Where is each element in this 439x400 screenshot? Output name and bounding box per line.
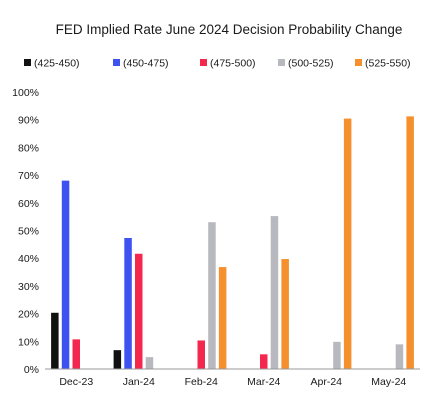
legend-swatch	[200, 59, 207, 66]
bar	[281, 259, 289, 369]
bar	[343, 118, 352, 369]
bar	[72, 339, 80, 369]
legend-label: (525-550)	[365, 58, 411, 70]
bar	[395, 344, 404, 369]
bar	[135, 253, 143, 369]
x-axis: Dec-23 Jan-24 Feb-24 Mar-24 Apr-24 May-24	[45, 368, 420, 388]
y-tick-label: 80%	[18, 142, 39, 154]
x-tick-label: Jan-24	[123, 376, 155, 388]
bar	[406, 116, 414, 369]
bar	[124, 237, 132, 369]
bar	[51, 312, 59, 369]
bar	[260, 354, 268, 369]
y-tick-label: 10%	[18, 336, 39, 348]
plot-area	[51, 116, 414, 369]
chart-title: FED Implied Rate June 2024 Decision Prob…	[56, 22, 403, 37]
x-tick-label: May-24	[371, 376, 406, 388]
bar	[113, 350, 122, 369]
legend-swatch	[278, 59, 285, 66]
bar	[208, 222, 216, 369]
bar	[270, 216, 279, 369]
y-tick-label: 30%	[18, 281, 39, 293]
y-axis: 0% 10% 20% 30% 40% 50% 60% 70% 80% 90% 100%	[12, 87, 39, 376]
bar	[218, 267, 227, 369]
x-tick-label: Apr-24	[310, 376, 342, 388]
bar	[145, 357, 154, 369]
y-tick-label: 100%	[12, 87, 39, 99]
y-tick-label: 40%	[18, 253, 39, 265]
bar	[333, 341, 341, 369]
y-tick-label: 0%	[24, 364, 39, 376]
x-tick-label: Dec-23	[59, 376, 93, 388]
legend-swatch	[113, 59, 120, 66]
x-tick-label: Feb-24	[185, 376, 218, 388]
y-tick-label: 20%	[18, 309, 39, 321]
y-tick-label: 60%	[18, 198, 39, 210]
y-tick-label: 70%	[18, 170, 39, 182]
x-tick-label: Mar-24	[247, 376, 280, 388]
y-tick-label: 90%	[18, 115, 39, 127]
bar	[197, 340, 205, 369]
legend-label: (475-500)	[210, 58, 256, 70]
legend: (425-450) (450-475) (475-500) (500-525) (525…	[24, 58, 411, 70]
legend-label: (425-450)	[34, 58, 80, 70]
legend-swatch	[24, 59, 31, 66]
legend-swatch	[355, 59, 362, 66]
y-tick-label: 50%	[18, 226, 39, 238]
bar	[61, 180, 70, 369]
legend-label: (500-525)	[288, 58, 334, 70]
legend-label: (450-475)	[123, 58, 169, 70]
